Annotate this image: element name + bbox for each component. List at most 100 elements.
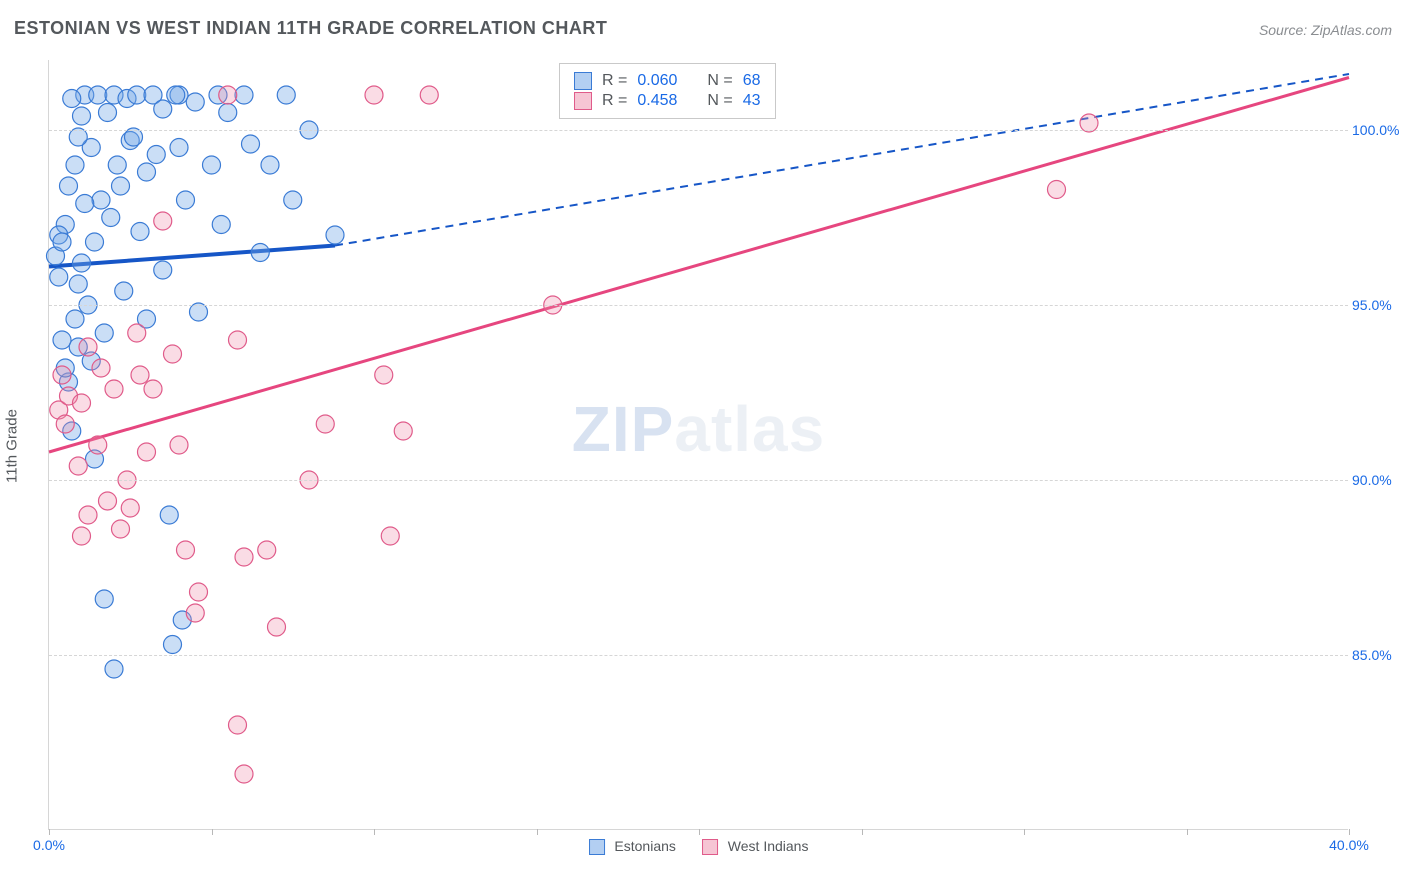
data-point-pink xyxy=(105,380,123,398)
data-point-pink xyxy=(79,338,97,356)
data-point-blue xyxy=(212,216,230,234)
x-tick-label: 0.0% xyxy=(33,837,65,853)
grid-line xyxy=(49,130,1348,131)
data-point-pink xyxy=(365,86,383,104)
data-point-blue xyxy=(53,331,71,349)
stat-r-blue: 0.060 xyxy=(637,72,677,90)
data-point-blue xyxy=(147,146,165,164)
data-point-pink xyxy=(177,541,195,559)
y-tick-label: 95.0% xyxy=(1352,297,1406,313)
data-point-pink xyxy=(394,422,412,440)
data-point-blue xyxy=(108,156,126,174)
data-point-pink xyxy=(170,436,188,454)
x-tick-mark xyxy=(212,829,213,835)
data-point-blue xyxy=(66,156,84,174)
data-point-blue xyxy=(69,275,87,293)
legend-swatch-icon xyxy=(702,839,718,855)
data-point-pink xyxy=(229,716,247,734)
data-point-pink xyxy=(375,366,393,384)
data-point-pink xyxy=(420,86,438,104)
data-point-blue xyxy=(112,177,130,195)
data-point-blue xyxy=(235,86,253,104)
data-point-blue xyxy=(66,310,84,328)
x-tick-mark xyxy=(1349,829,1350,835)
plot-svg xyxy=(49,60,1348,829)
data-point-blue xyxy=(284,191,302,209)
legend-item-pink: West Indians xyxy=(702,838,809,855)
data-point-pink xyxy=(92,359,110,377)
y-tick-label: 90.0% xyxy=(1352,472,1406,488)
data-point-pink xyxy=(99,492,117,510)
legend-swatch-pink xyxy=(574,92,592,110)
legend-bottom: Estonians West Indians xyxy=(589,838,809,855)
data-point-blue xyxy=(92,191,110,209)
stat-row-blue: R = 0.060 N = 68 xyxy=(574,72,761,90)
stat-n-blue: 68 xyxy=(743,72,761,90)
stat-n-pink: 43 xyxy=(743,92,761,110)
data-point-blue xyxy=(95,590,113,608)
data-point-blue xyxy=(105,660,123,678)
data-point-blue xyxy=(63,90,81,108)
data-point-blue xyxy=(186,93,204,111)
data-point-pink xyxy=(53,366,71,384)
data-point-blue xyxy=(53,233,71,251)
data-point-pink xyxy=(128,324,146,342)
data-point-pink xyxy=(229,331,247,349)
data-point-blue xyxy=(102,209,120,227)
data-point-pink xyxy=(56,415,74,433)
data-point-blue xyxy=(164,636,182,654)
data-point-pink xyxy=(235,548,253,566)
grid-line xyxy=(49,655,1348,656)
y-axis-label: 11th Grade xyxy=(4,409,21,483)
stat-n-label: N = xyxy=(707,72,732,90)
data-point-pink xyxy=(381,527,399,545)
x-tick-mark xyxy=(49,829,50,835)
stat-r-label: R = xyxy=(602,72,627,90)
data-point-blue xyxy=(86,233,104,251)
data-point-blue xyxy=(242,135,260,153)
x-tick-mark xyxy=(699,829,700,835)
data-point-pink xyxy=(138,443,156,461)
stat-row-pink: R = 0.458 N = 43 xyxy=(574,92,761,110)
legend-swatch-blue xyxy=(574,72,592,90)
stat-n-label2: N = xyxy=(707,92,732,110)
data-point-blue xyxy=(95,324,113,342)
data-point-pink xyxy=(186,604,204,622)
data-point-pink xyxy=(1048,181,1066,199)
legend-label-pink: West Indians xyxy=(728,838,809,854)
data-point-pink xyxy=(112,520,130,538)
data-point-blue xyxy=(177,191,195,209)
grid-line xyxy=(49,305,1348,306)
data-point-blue xyxy=(160,506,178,524)
x-tick-label: 40.0% xyxy=(1329,837,1369,853)
data-point-blue xyxy=(60,177,78,195)
trend-line-pink xyxy=(49,78,1349,453)
x-tick-mark xyxy=(1187,829,1188,835)
stat-box: R = 0.060 N = 68 R = 0.458 N = 43 xyxy=(559,63,776,119)
data-point-pink xyxy=(69,457,87,475)
y-tick-label: 100.0% xyxy=(1352,122,1406,138)
stat-r-pink: 0.458 xyxy=(637,92,677,110)
x-tick-mark xyxy=(862,829,863,835)
data-point-pink xyxy=(73,527,91,545)
chart-container: ESTONIAN VS WEST INDIAN 11TH GRADE CORRE… xyxy=(0,0,1406,892)
data-point-blue xyxy=(167,86,185,104)
data-point-pink xyxy=(73,394,91,412)
data-point-pink xyxy=(316,415,334,433)
data-point-pink xyxy=(121,499,139,517)
data-point-blue xyxy=(219,104,237,122)
data-point-pink xyxy=(235,765,253,783)
grid-line xyxy=(49,480,1348,481)
data-point-blue xyxy=(326,226,344,244)
data-point-pink xyxy=(144,380,162,398)
data-point-pink xyxy=(258,541,276,559)
data-point-pink xyxy=(89,436,107,454)
x-tick-mark xyxy=(374,829,375,835)
data-point-blue xyxy=(76,195,94,213)
data-point-blue xyxy=(138,163,156,181)
chart-title: ESTONIAN VS WEST INDIAN 11TH GRADE CORRE… xyxy=(14,18,607,39)
data-point-blue xyxy=(277,86,295,104)
data-point-blue xyxy=(131,223,149,241)
data-point-blue xyxy=(128,86,146,104)
data-point-pink xyxy=(79,506,97,524)
